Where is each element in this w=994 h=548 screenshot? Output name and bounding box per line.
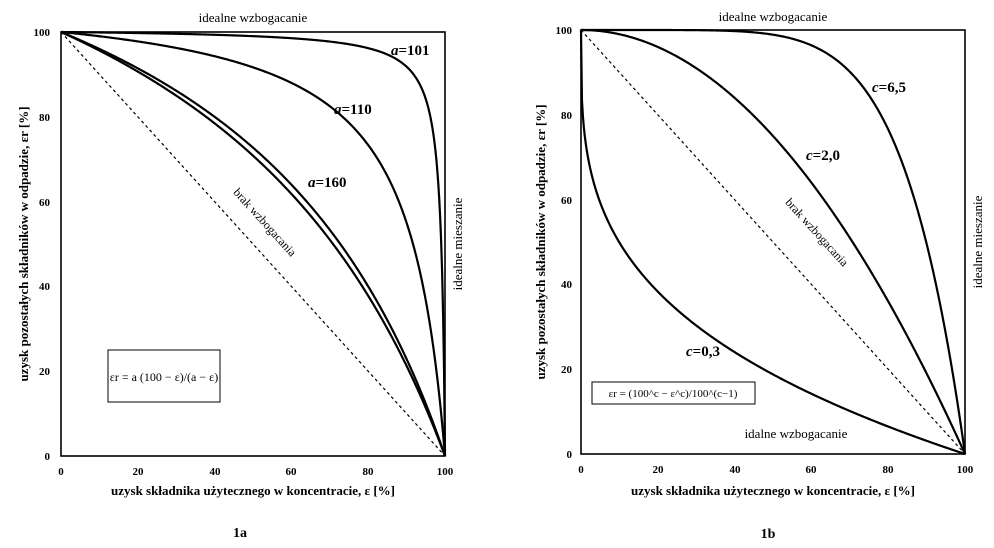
x-ticks-1a: 0 20 40 60 80 100 [58,466,454,478]
y-ticks-1a: 0 20 40 60 80 100 [34,27,51,463]
series-label-c2-0: c=2,0 [806,148,840,164]
series-label-a160: a=160 [308,175,347,191]
y-ticks-1b: 0 20 40 60 80 100 [556,25,573,461]
series-label-c0-3: c=0,3 [686,344,720,360]
formula-box-1a: εr = a (100 − ε)/(a − ε) [107,349,221,403]
y-tick-label: 100 [556,25,573,37]
y-axis-title: uzysk pozostałych składników w odpadzie,… [533,104,548,379]
x-tick-label: 0 [58,466,64,478]
chart-1b-series-line-0 [581,28,967,455]
y-tick-label: 40 [561,279,573,291]
chart-1a-series-line-1 [60,30,447,457]
right-annotation: idealne mieszanie [450,197,465,290]
x-tick-label: 0 [578,464,584,476]
y-tick-label: 20 [561,364,573,376]
plot-frame-1b [580,29,966,455]
diagonal-label: brak wzbogacania [231,185,300,259]
series-group-1b [579,28,967,456]
formula-frame [107,349,221,403]
diagonal-1b [580,29,966,455]
y-tick-label: 20 [39,366,51,378]
x-tick-label: 20 [133,466,145,478]
series-label-a101: a=101 [391,43,430,59]
chart-1a-series-line-2 [60,30,447,457]
y-tick-label: 40 [39,281,51,293]
formula-frame [591,381,756,405]
series-label-a110: a=110 [334,102,372,118]
formula-text: εr = a (100 − ε)/(a − ε) [110,370,218,384]
panel-caption-1a: 1a [233,526,247,541]
series-label-c6-5: c=6,5 [872,80,906,96]
diagonal-label: brak wzbogacania [783,195,852,269]
y-tick-label: 60 [561,195,573,207]
top-annotation: idealne wzbogacanie [199,10,308,25]
panel-1b: 0 20 40 60 80 100 0 20 40 60 80 100 uzys… [533,9,985,542]
y-tick-label: 60 [39,197,51,209]
formula-text: εr = (100^c − ε^c)/100^(c−1) [609,388,738,400]
top-annotation: idealne wzbogacanie [719,9,828,24]
y-tick-label: 100 [34,27,51,39]
y-tick-label: 0 [45,451,51,463]
x-ticks-1b: 0 20 40 60 80 100 [578,464,974,476]
x-tick-label: 100 [437,466,454,478]
chart-1a-series-line-3 [60,31,447,457]
y-axis-title: uzysk pozostałych składników w odpadzie,… [16,106,31,381]
x-tick-label: 40 [730,464,742,476]
x-tick-label: 20 [653,464,665,476]
bottom-annotation: idalne wzbogacanie [745,426,848,441]
x-tick-label: 60 [286,466,298,478]
chart-1a-series-line-0 [60,30,447,457]
x-tick-label: 100 [957,464,974,476]
x-axis-title: uzysk składnika użytecznego w koncentrac… [631,483,915,498]
y-tick-label: 80 [561,110,573,122]
y-tick-label: 0 [567,449,573,461]
panel-1a: 0 20 40 60 80 100 0 20 40 60 80 100 uzys… [16,10,465,541]
x-tick-label: 60 [806,464,818,476]
formula-box-1b: εr = (100^c − ε^c)/100^(c−1) [591,381,756,405]
panel-caption-1b: 1b [761,527,776,542]
series-group-1a [60,30,447,457]
plot-frame-1a [60,31,446,457]
diagonal-1a [60,31,446,457]
x-tick-label: 80 [363,466,375,478]
x-axis-title: uzysk składnika użytecznego w koncentrac… [111,483,395,498]
x-tick-label: 40 [210,466,222,478]
right-annotation: idealne mieszanie [970,195,985,288]
chart-1b-series-line-2 [579,29,966,456]
chart-1b-series-line-1 [581,28,967,455]
x-tick-label: 80 [883,464,895,476]
y-tick-label: 80 [39,112,51,124]
